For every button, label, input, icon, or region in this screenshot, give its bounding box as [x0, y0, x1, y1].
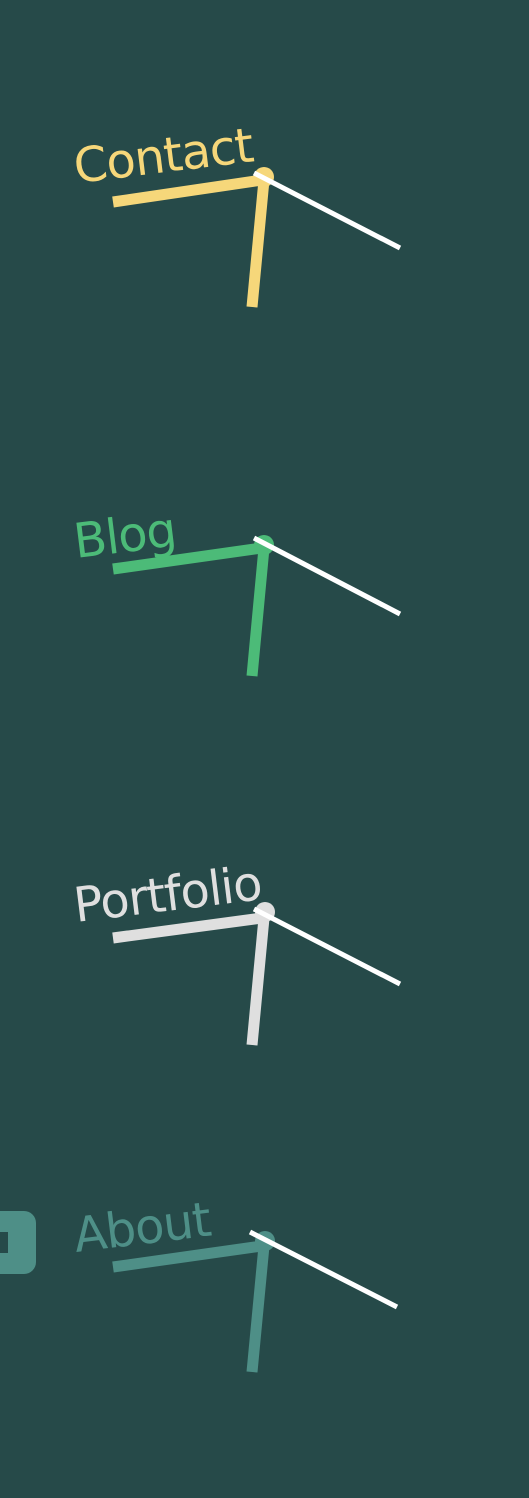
nav-label-about: About [71, 1196, 213, 1260]
nav-label-contact: Contact [71, 121, 255, 191]
hand-second [250, 1232, 397, 1307]
hand-pivot [255, 1231, 275, 1251]
nav-item-portfolio[interactable]: Portfolio [0, 846, 529, 1086]
nav-item-contact[interactable]: Contact [0, 110, 529, 350]
nav-item-blog[interactable]: Blog [0, 478, 529, 718]
hand-second [254, 538, 400, 614]
hand-long [252, 918, 264, 1045]
hand-pivot [254, 167, 274, 187]
hand-long [252, 548, 264, 676]
nav-label-portfolio: Portfolio [71, 859, 264, 930]
hand-long [252, 180, 264, 307]
hand-second [254, 173, 400, 248]
hand-second [254, 909, 400, 984]
hand-long [252, 1246, 264, 1372]
nav-item-about[interactable]: About [0, 1172, 529, 1412]
hand-pivot [254, 535, 274, 555]
nav-label-blog: Blog [71, 506, 178, 566]
